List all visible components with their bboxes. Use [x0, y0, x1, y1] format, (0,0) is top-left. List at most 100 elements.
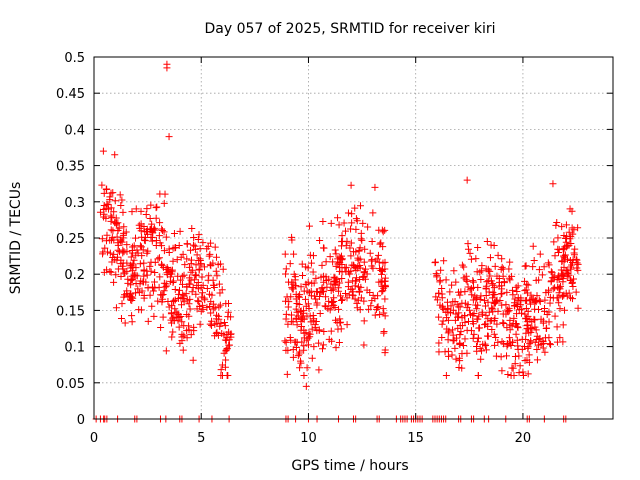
data-point: [132, 234, 140, 242]
data-point: [223, 330, 231, 338]
data-point: [222, 347, 230, 355]
data-point: [499, 319, 507, 327]
data-point: [331, 304, 339, 312]
data-point: [107, 226, 115, 234]
data-point: [119, 246, 127, 254]
data-point: [547, 277, 555, 285]
data-point: [541, 305, 549, 313]
data-point: [482, 341, 490, 349]
data-point: [149, 229, 157, 237]
data-point: [305, 222, 313, 230]
y-tick-label: 0.2: [64, 268, 85, 283]
data-point: [487, 277, 495, 285]
data-point: [509, 320, 517, 328]
data-point: [119, 208, 127, 216]
data-point: [491, 262, 499, 270]
data-point: [365, 305, 373, 313]
data-point: [108, 258, 116, 266]
data-point: [565, 271, 573, 279]
data-point: [141, 237, 149, 245]
data-point: [438, 304, 446, 312]
data-point: [330, 294, 338, 302]
data-point: [110, 278, 118, 286]
data-point: [503, 306, 511, 314]
data-point: [326, 306, 334, 314]
data-point: [364, 223, 372, 231]
data-point: [477, 355, 485, 363]
data-point: [120, 223, 128, 231]
data-point: [113, 219, 121, 227]
data-point: [140, 259, 148, 267]
data-point: [138, 243, 146, 251]
data-point: [193, 251, 201, 259]
data-point: [203, 303, 211, 311]
data-point: [198, 301, 206, 309]
data-point: [195, 265, 203, 273]
data-point: [194, 278, 202, 286]
data-point: [379, 243, 387, 251]
data-point: [565, 289, 573, 297]
data-point: [531, 305, 539, 313]
data-point: [449, 298, 457, 306]
data-point: [132, 205, 140, 213]
data-point: [524, 370, 532, 378]
data-point: [227, 333, 235, 341]
data-point: [526, 340, 534, 348]
data-point: [493, 320, 501, 328]
data-point-outlier: [302, 382, 310, 390]
data-point: [508, 364, 516, 372]
data-point: [212, 253, 220, 261]
data-point: [102, 237, 110, 245]
data-point: [361, 245, 369, 253]
data-point: [124, 275, 132, 283]
data-point: [572, 288, 580, 296]
data-point: [527, 300, 535, 308]
data-point: [118, 196, 126, 204]
data-point: [467, 284, 475, 292]
data-point: [155, 283, 163, 291]
data-point: [164, 298, 172, 306]
data-point: [545, 261, 553, 269]
data-point: [281, 337, 289, 345]
data-point: [489, 281, 497, 289]
data-point: [143, 228, 151, 236]
data-point: [531, 299, 539, 307]
data-point: [558, 272, 566, 280]
data-point: [302, 329, 310, 337]
data-point: [520, 342, 528, 350]
data-point: [449, 326, 457, 334]
data-point: [287, 311, 295, 319]
data-point: [309, 268, 317, 276]
data-point: [312, 295, 320, 303]
data-point: [167, 309, 175, 317]
data-point: [550, 238, 558, 246]
data-point: [160, 199, 168, 207]
data-point: [505, 334, 513, 342]
data-point: [347, 239, 355, 247]
data-point: [311, 321, 319, 329]
data-point: [288, 283, 296, 291]
data-point: [360, 273, 368, 281]
data-point: [170, 230, 178, 238]
data-point: [153, 203, 161, 211]
data-point: [297, 283, 305, 291]
data-point: [149, 287, 157, 295]
data-point: [168, 266, 176, 274]
data-point: [376, 310, 384, 318]
data-point: [315, 366, 323, 374]
data-point: [539, 317, 547, 325]
y-tick-label: 0.4: [64, 123, 85, 138]
data-point: [568, 207, 576, 215]
data-point: [545, 286, 553, 294]
data-point: [170, 277, 178, 285]
x-tick-label: 20: [515, 431, 532, 446]
data-point: [189, 241, 197, 249]
data-point: [316, 237, 324, 245]
data-point: [320, 327, 328, 335]
data-point: [304, 300, 312, 308]
data-point: [554, 249, 562, 257]
data-point: [344, 209, 352, 217]
data-point: [503, 288, 511, 296]
data-point: [219, 265, 227, 273]
data-point: [315, 339, 323, 347]
